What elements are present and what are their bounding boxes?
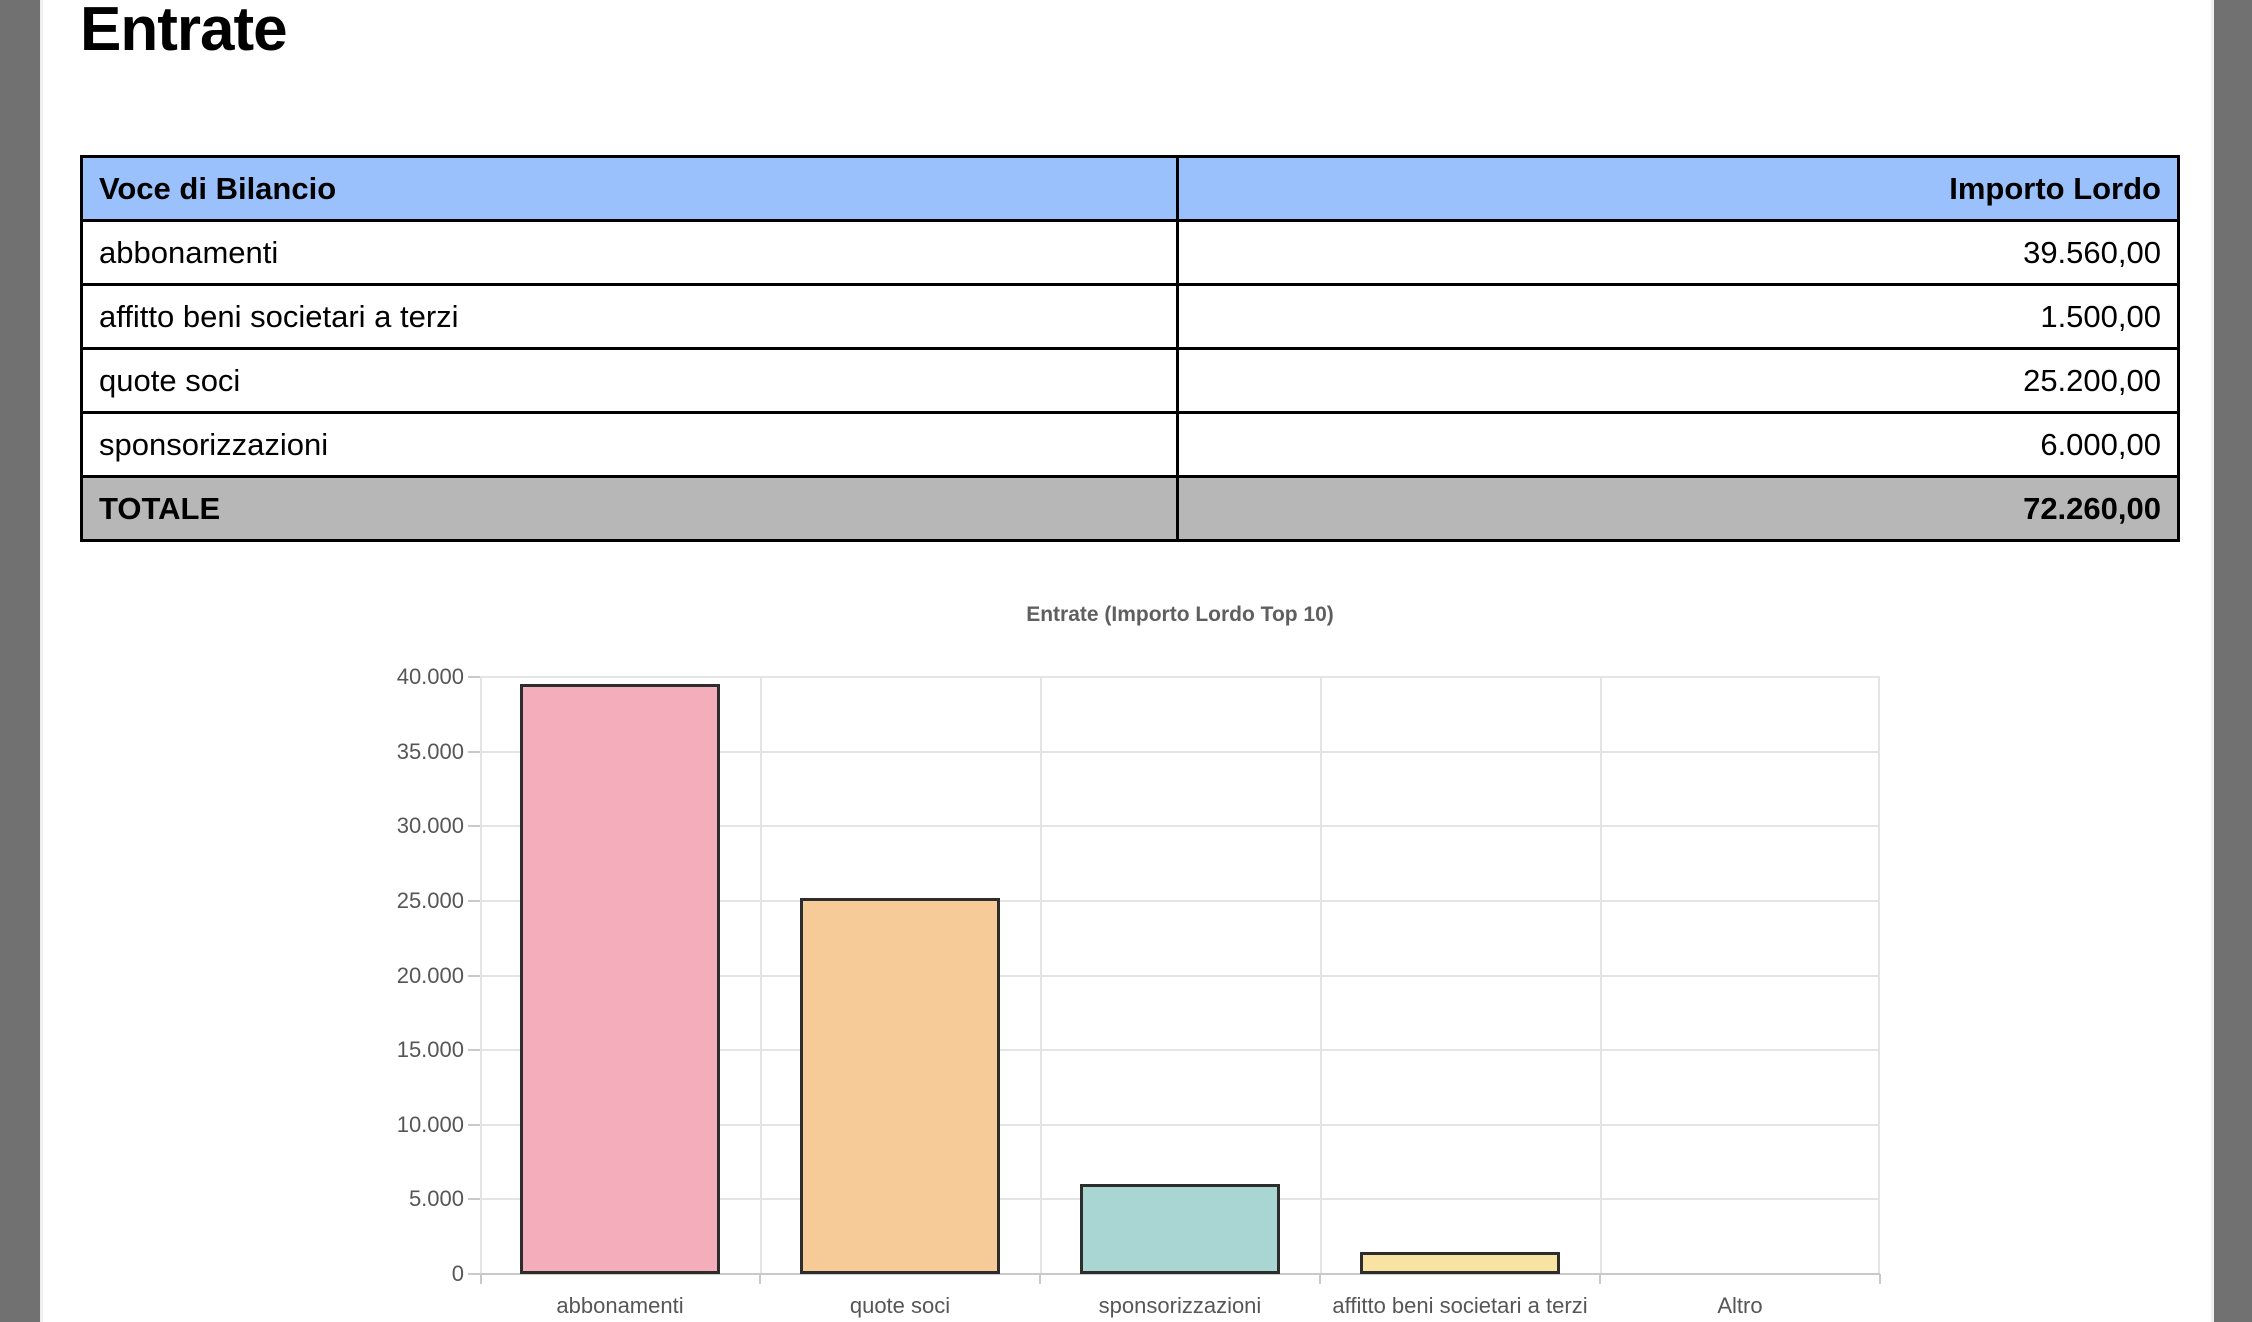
y-axis-label: 30.000 <box>396 813 464 838</box>
x-axis-label: affitto beni societari a terzi <box>1332 1293 1588 1318</box>
chart-bar-sponsorizzazioni <box>1080 1184 1280 1274</box>
chart-bar-abbonamenti <box>520 684 720 1274</box>
gridline-vertical <box>1320 677 1322 1274</box>
gridline-vertical <box>480 677 482 1274</box>
gridline-horizontal <box>480 1049 1880 1051</box>
table-row: TOTALE 72.260,00 <box>79 475 2180 542</box>
gridline-horizontal <box>480 1198 1880 1200</box>
x-axis-tick <box>1319 1274 1321 1284</box>
viewer-gutter-left <box>0 0 40 1322</box>
page-title: Entrate <box>80 0 288 64</box>
row-value: 1.500,00 <box>1176 283 2180 350</box>
y-axis-tick <box>468 825 480 827</box>
table-row: quote soci 25.200,00 <box>79 347 2180 414</box>
y-axis-label: 35.000 <box>396 739 464 764</box>
chart-bar-affitto-beni-societari-a-terzi <box>1360 1252 1560 1274</box>
gridline-horizontal <box>480 825 1880 827</box>
gridline-horizontal <box>480 751 1880 753</box>
y-axis-tick <box>468 900 480 902</box>
y-axis-tick <box>468 1049 480 1051</box>
gridline-horizontal <box>480 900 1880 902</box>
row-label: TOTALE <box>79 475 1180 542</box>
x-axis-line <box>480 1273 1880 1275</box>
row-label: sponsorizzazioni <box>79 411 1180 478</box>
y-axis-tick <box>468 1124 480 1126</box>
x-axis-label: quote soci <box>849 1293 951 1318</box>
table-header-row: Voce di Bilancio Importo Lordo <box>79 155 2180 222</box>
table-body: abbonamenti 39.560,00 affitto beni societa… <box>79 219 2180 542</box>
chart-plot-area: 0 5.000 10.000 15.000 20.000 25.000 30.000 35.0… <box>397 664 1881 1318</box>
y-axis-tick <box>468 676 480 678</box>
table-row: sponsorizzazioni 6.000,00 <box>79 411 2180 478</box>
gridline-horizontal <box>480 676 1880 678</box>
row-label: affitto beni societari a terzi <box>79 283 1180 350</box>
y-axis-label: 20.000 <box>396 963 464 988</box>
y-axis-tick <box>468 975 480 977</box>
gridline-horizontal <box>480 975 1880 977</box>
gridline-vertical <box>1878 677 1880 1274</box>
viewer-gutter-right <box>2214 0 2252 1322</box>
x-axis-tick <box>1599 1274 1601 1284</box>
column-header-importo-lordo: Importo Lordo <box>1176 155 2180 222</box>
gridline-horizontal <box>480 1124 1880 1126</box>
y-axis-label: 5.000 <box>408 1186 464 1211</box>
y-axis-tick <box>468 1198 480 1200</box>
gridline-horizontal <box>480 1273 1880 1275</box>
column-header-voce-di-bilancio: Voce di Bilancio <box>79 155 1180 222</box>
chart-bar-quote-soci <box>800 898 1000 1274</box>
x-axis-label: Altro <box>1717 1293 1763 1318</box>
row-label: abbonamenti <box>79 219 1180 286</box>
table-row: abbonamenti 39.560,00 <box>79 219 2180 286</box>
table-row: affitto beni societari a terzi 1.500,00 <box>79 283 2180 350</box>
row-label: quote soci <box>79 347 1180 414</box>
budget-table: Voce di Bilancio Importo Lordo abbonamen… <box>79 155 2180 542</box>
x-axis-tick <box>1879 1274 1881 1284</box>
y-axis-label: 40.000 <box>396 664 464 689</box>
x-axis-tick <box>480 1274 482 1284</box>
x-axis-label: abbonamenti <box>556 1293 684 1318</box>
gridline-vertical <box>760 677 762 1274</box>
x-axis-tick <box>759 1274 761 1284</box>
row-value: 6.000,00 <box>1176 411 2180 478</box>
row-value: 39.560,00 <box>1176 219 2180 286</box>
y-axis-label: 25.000 <box>396 888 464 913</box>
y-axis-tick <box>468 751 480 753</box>
y-axis-tick <box>468 1273 480 1275</box>
gridline-vertical <box>1600 677 1602 1274</box>
document-page: Entrate Voce di Bilancio Importo Lordo a… <box>43 0 2211 1322</box>
x-axis-tick <box>1039 1274 1041 1284</box>
gridline-vertical <box>1040 677 1042 1274</box>
y-axis-label: 10.000 <box>396 1112 464 1137</box>
y-axis-label: 15.000 <box>396 1037 464 1062</box>
x-axis-label: sponsorizzazioni <box>1098 1293 1262 1318</box>
row-value: 25.200,00 <box>1176 347 2180 414</box>
row-value: 72.260,00 <box>1176 475 2180 542</box>
y-axis-label: 0 <box>451 1261 464 1286</box>
chart-title: Entrate (Importo Lordo Top 10) <box>1026 603 1334 626</box>
